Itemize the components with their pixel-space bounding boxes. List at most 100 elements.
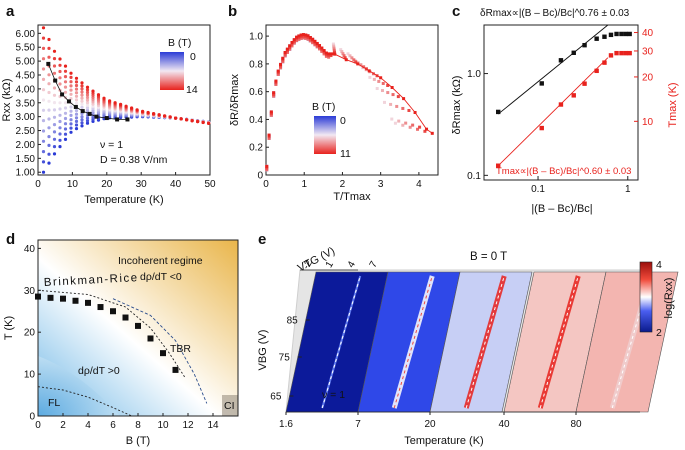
- rxx-curve-point: [63, 122, 68, 126]
- rxx-curve-point: [52, 86, 57, 90]
- tmax-marker: [125, 117, 130, 122]
- panel-a-x-ticks: 0 10 20 30 40 50: [35, 172, 216, 190]
- x-tick-label: 0.1: [531, 184, 545, 195]
- panel-e-cbar-label: log(Rxx): [663, 278, 675, 319]
- rxx-curve-point: [63, 116, 68, 121]
- panel-c-label: c: [452, 3, 460, 20]
- rxx-curve-point: [91, 119, 95, 123]
- rxx-curve-point: [52, 93, 57, 97]
- collapse-point: [274, 82, 278, 86]
- vtg-tick-label: 4: [346, 259, 359, 270]
- tmax-point: [122, 314, 129, 321]
- panel-d-tbr: TBR: [170, 343, 191, 355]
- rxx-curve-point: [47, 108, 51, 112]
- rxx-curve-point: [85, 116, 90, 120]
- slice-dashed-line: [539, 275, 579, 409]
- panel-d-xlabel: B (T): [126, 435, 150, 447]
- tmax-point: [97, 304, 104, 311]
- slice-dashed-line: [465, 275, 505, 409]
- rxx-curve-point: [146, 110, 150, 115]
- rxx-curve-point: [179, 117, 183, 121]
- collapse-point: [320, 49, 324, 53]
- rxx-curve-point: [80, 121, 84, 125]
- rxx-curve-point: [41, 26, 46, 30]
- rxx-curve-point: [52, 57, 57, 61]
- rxx-curve-point: [80, 115, 84, 119]
- y-tick-label: 1.00: [16, 168, 36, 179]
- panel-c-ylabel-right: Tmax (K): [667, 82, 679, 127]
- tail-point: [381, 81, 385, 85]
- rxx-curve-point: [91, 89, 95, 93]
- panel-b-x-ticks: 0 1 2 3 4: [263, 172, 422, 190]
- collapse-point: [320, 46, 324, 50]
- collapse-point: [283, 52, 287, 56]
- rxx-curve-point: [91, 102, 95, 106]
- x-tick-label: 0: [35, 420, 41, 431]
- tail-point: [350, 56, 354, 60]
- panel-d-ci: CI: [224, 400, 235, 412]
- rxx-curve-point: [91, 109, 95, 113]
- collapse-point: [295, 37, 299, 41]
- rxx-curve-point: [47, 82, 51, 86]
- collapse-point: [290, 44, 294, 48]
- x-tick-label: 20: [424, 419, 436, 430]
- panel-e-nu: ν = 1: [322, 389, 345, 401]
- y-tick-label: 20: [24, 328, 36, 339]
- rxx-curve-point: [91, 91, 95, 95]
- collapse-point: [283, 54, 287, 58]
- collapse-point: [276, 72, 280, 76]
- tail-point: [393, 121, 397, 125]
- rxx-curve-point: [74, 87, 79, 91]
- slice-dashed-line: [393, 275, 433, 409]
- rxx-curve-point: [47, 161, 51, 165]
- rxx-curve-point: [52, 71, 57, 75]
- rxx-curve-point: [52, 152, 57, 156]
- rxx-curve-point: [69, 122, 73, 126]
- tmax-marker: [94, 114, 99, 119]
- collapse-point: [297, 34, 301, 38]
- rxx-curve-point: [63, 101, 68, 105]
- tmax-point: [160, 350, 166, 357]
- rxx-curve-point: [58, 57, 62, 61]
- panel-b-legend-top: 0: [340, 115, 346, 127]
- rxx-curve-point: [69, 109, 73, 113]
- collapse-point: [281, 58, 285, 62]
- y-tick-label: 0: [257, 171, 263, 182]
- tail-point: [341, 52, 345, 56]
- rxx-curve-point: [69, 80, 73, 84]
- collapse-point: [304, 35, 308, 39]
- panel-c-fit-text: Tmax∝|(B – Bc)/Bc|^0.60 ± 0.03: [496, 166, 631, 177]
- collapse-point: [322, 49, 326, 53]
- rxx-curve-point: [69, 88, 73, 92]
- collapse-point: [324, 53, 328, 57]
- rxx-curve-point: [41, 170, 46, 174]
- rxx-curve-point: [41, 150, 46, 154]
- rxx-curve-point: [74, 127, 79, 131]
- rxx-curve-point: [80, 81, 84, 85]
- tail-point: [332, 44, 336, 48]
- rxx-curve-point: [85, 121, 90, 125]
- y-tick-label: 4.00: [16, 84, 36, 95]
- collapse-point: [292, 39, 296, 43]
- collapse-point: [318, 44, 322, 48]
- rxx-curve-point: [47, 37, 51, 42]
- rxx-curve-point: [85, 85, 90, 89]
- rxx-curve-point: [91, 98, 95, 102]
- rxx-curve-point: [74, 112, 79, 116]
- rxx-curve-point: [80, 99, 84, 103]
- collapse-point: [292, 38, 296, 42]
- collapse-point: [288, 44, 292, 48]
- panel-a-legend-bottom: 14: [186, 84, 198, 96]
- collapse-point: [281, 56, 285, 60]
- collapse-point: [320, 48, 324, 52]
- rxx-curve-point: [58, 107, 62, 111]
- collapse-point: [285, 47, 289, 51]
- tail-point: [386, 83, 390, 87]
- rxx-curve-point: [58, 63, 62, 67]
- tail-point: [404, 121, 408, 125]
- collapse-point: [269, 112, 273, 116]
- rxx-curve-point: [196, 120, 200, 124]
- rxx-curve-point: [141, 109, 145, 113]
- collapse-point: [313, 41, 317, 45]
